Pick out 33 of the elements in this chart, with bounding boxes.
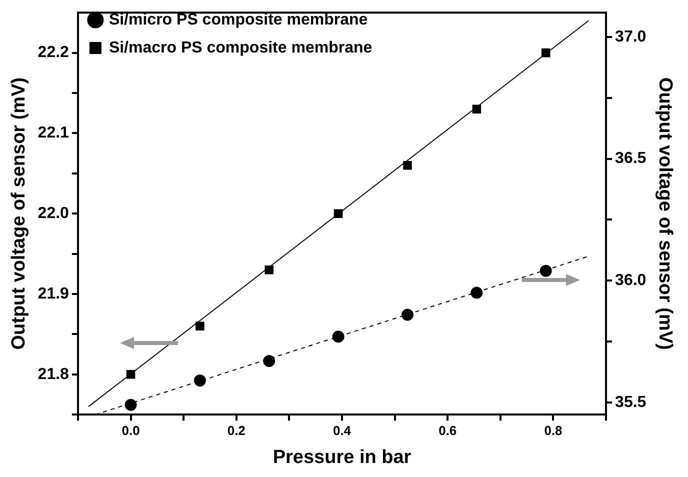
point: [332, 330, 344, 343]
y2-axis-title: Output voltage of sensor (mV): [654, 77, 676, 350]
y2-tick-label: 36.0: [615, 272, 646, 290]
point: [264, 265, 274, 274]
y-axis-title: Output voltage of sensor (mV): [8, 77, 30, 350]
point: [541, 48, 550, 58]
point: [194, 374, 206, 386]
y2-tick-label: 35.5: [615, 394, 646, 411]
point: [334, 209, 343, 218]
y-tick-label: 21.8: [38, 366, 70, 383]
point: [263, 355, 276, 367]
y-tick-label: 22.0: [38, 205, 70, 222]
point: [403, 160, 412, 170]
x-tick-label: 0.2: [227, 422, 246, 438]
x-axis-title: Pressure in bar: [272, 446, 412, 468]
point: [401, 308, 414, 321]
y-tick-label: 22.1: [38, 124, 70, 142]
legend-label: Si/micro PS composite membrane: [108, 11, 368, 28]
y2-tick-label: 37.0: [615, 28, 646, 46]
x-tick-label: 0.6: [438, 422, 457, 438]
x-tick-label: 0.0: [122, 422, 140, 438]
legend-label: Si/macro PS composite membrane: [108, 39, 372, 56]
point: [470, 286, 483, 299]
y2-tick-label: 36.5: [615, 150, 646, 168]
x-tick-label: 0.4: [332, 422, 352, 438]
point: [124, 398, 137, 411]
x-tick-label: 0.8: [544, 422, 562, 438]
point: [126, 370, 136, 379]
y-tick-label: 22.2: [38, 44, 70, 62]
y-tick-label: 21.9: [38, 285, 70, 302]
point: [196, 322, 204, 331]
point: [540, 264, 552, 277]
point: [472, 104, 482, 114]
